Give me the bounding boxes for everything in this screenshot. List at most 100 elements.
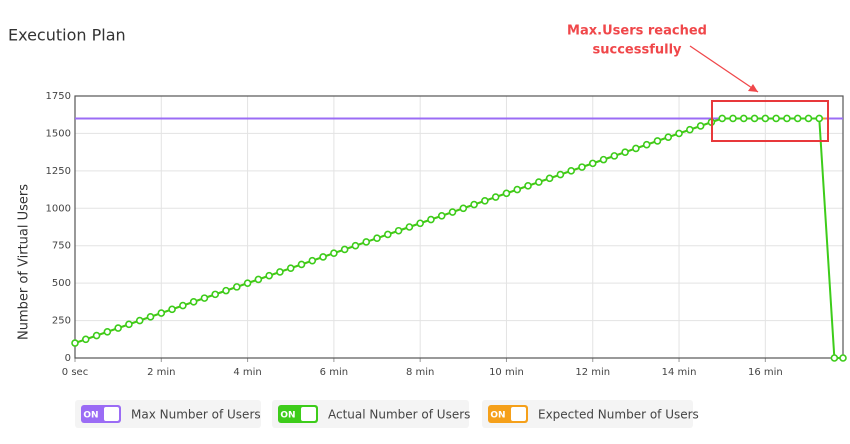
data-point	[232, 283, 241, 291]
data-point	[362, 238, 371, 246]
data-point	[319, 253, 327, 261]
data-point	[642, 140, 651, 149]
data-point	[437, 211, 446, 220]
data-point	[599, 155, 608, 164]
y-tick-label: 750	[52, 241, 71, 252]
data-point	[405, 223, 414, 231]
data-point	[632, 144, 640, 153]
data-point	[427, 215, 435, 224]
data-point	[793, 114, 802, 123]
legend-item[interactable]	[272, 400, 469, 428]
data-point	[664, 133, 673, 141]
data-point	[481, 197, 489, 205]
data-point	[276, 268, 284, 276]
data-point	[588, 159, 597, 168]
data-point	[470, 200, 478, 209]
series-line	[74, 117, 843, 359]
data-point	[578, 163, 586, 171]
data-point	[783, 114, 791, 123]
legend-item[interactable]	[482, 400, 693, 428]
data-point	[157, 309, 166, 317]
data-point	[384, 230, 392, 239]
data-point	[135, 316, 144, 325]
y-tick-label: 500	[52, 278, 71, 289]
arrow-head	[748, 84, 758, 92]
data-point	[729, 114, 737, 123]
legend-label: Actual Number of Users	[328, 408, 470, 422]
toggle-label: ON	[83, 411, 98, 421]
y-tick-label: 1500	[46, 128, 71, 139]
data-point	[71, 339, 79, 347]
data-point	[211, 290, 220, 299]
x-tick-label: 2 min	[147, 367, 175, 378]
data-point	[114, 324, 122, 332]
highlight-box	[711, 100, 829, 142]
annotation-arrow	[689, 45, 759, 93]
data-point	[92, 331, 101, 340]
toggle-knob	[104, 407, 119, 421]
chart-title: Execution Plan	[8, 26, 126, 45]
data-point	[459, 204, 468, 213]
x-tick-label: 6 min	[320, 367, 348, 378]
data-point	[200, 294, 209, 302]
data-point	[297, 260, 306, 269]
data-point	[675, 129, 683, 138]
plot-border	[74, 95, 844, 359]
data-point	[254, 275, 263, 284]
x-tick-label: 14 min	[662, 367, 697, 378]
y-axis-label: Number of Virtual Users	[17, 184, 32, 340]
data-point	[621, 148, 629, 156]
data-point	[772, 114, 780, 123]
data-point	[125, 320, 133, 329]
data-point	[815, 114, 824, 123]
data-point	[696, 122, 705, 130]
x-tick-label: 4 min	[233, 367, 261, 378]
x-tick-label: 12 min	[575, 367, 610, 378]
data-point	[750, 114, 759, 123]
data-point	[804, 114, 813, 123]
data-point	[351, 241, 360, 250]
x-tick-label: 16 min	[748, 367, 783, 378]
data-point	[286, 264, 295, 272]
data-point	[81, 335, 90, 344]
data-point	[556, 170, 565, 179]
data-point	[168, 305, 176, 314]
annotation: Max.Users reached	[567, 24, 707, 39]
data-point	[394, 226, 403, 235]
data-point	[718, 114, 726, 123]
data-point	[761, 114, 770, 123]
toggle-knob	[511, 407, 526, 421]
y-tick-label: 1750	[46, 91, 71, 102]
data-point	[535, 178, 543, 186]
data-point	[567, 167, 575, 175]
data-point	[243, 279, 252, 287]
data-point	[189, 298, 198, 306]
legend-label: Expected Number of Users	[538, 408, 699, 422]
toggle-label: ON	[490, 411, 505, 421]
y-tick-label: 1000	[46, 203, 71, 214]
y-tick-label: 0	[65, 353, 71, 364]
data-point	[222, 286, 230, 295]
y-tick-label: 1250	[46, 166, 71, 177]
x-tick-label: 0 sec	[62, 367, 88, 378]
data-point	[416, 219, 424, 228]
legend-item[interactable]	[75, 400, 261, 428]
y-tick-label: 250	[52, 316, 71, 327]
data-point	[330, 249, 338, 257]
x-tick-label: 8 min	[406, 367, 434, 378]
plot-area: 0 250 500 750 1000 1250 1500 1750 0 sec 2 min 4 mi…	[46, 91, 847, 378]
data-point	[686, 125, 694, 134]
data-point	[491, 193, 500, 201]
series-line	[74, 117, 826, 344]
data-point	[545, 174, 554, 183]
data-point	[739, 114, 748, 123]
data-point	[610, 152, 619, 160]
data-point	[146, 313, 155, 321]
data-point	[373, 234, 381, 243]
data-point	[340, 245, 349, 254]
data-point	[448, 208, 457, 216]
data-point	[839, 354, 847, 362]
toggle-label: ON	[280, 411, 295, 421]
